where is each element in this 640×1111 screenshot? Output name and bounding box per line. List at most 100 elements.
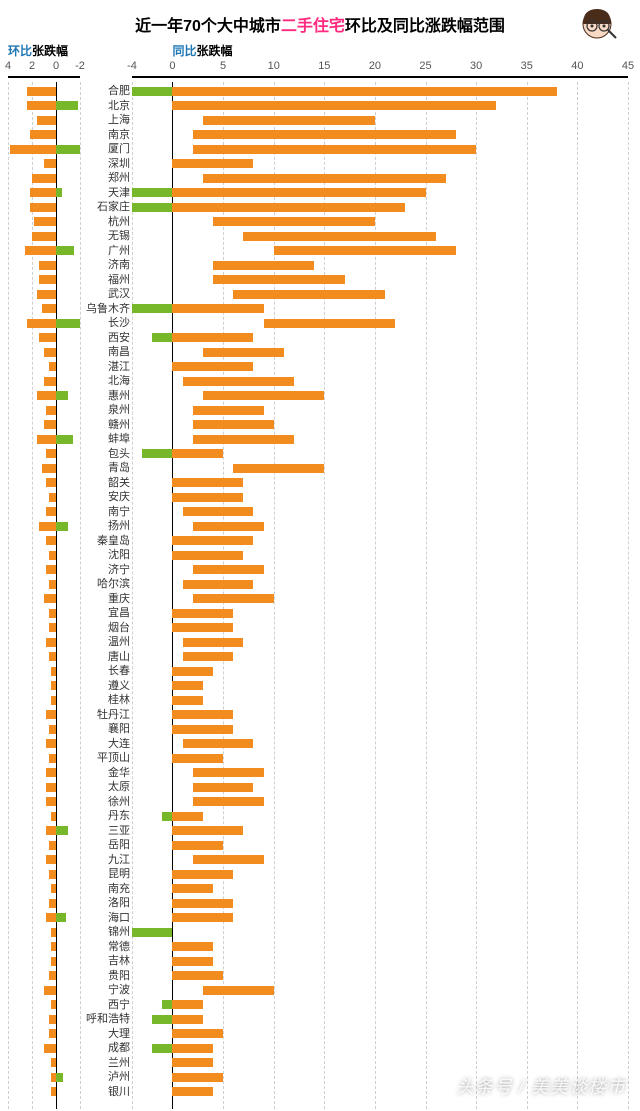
yoy-bar-pos — [193, 797, 264, 806]
city-label: 襄阳 — [80, 722, 130, 736]
yoy-bar-pos — [172, 971, 223, 980]
mom-bar-pos — [49, 652, 56, 661]
tick-label: 4 — [5, 60, 11, 72]
chart-title: 近一年70个大中城市二手住宅环比及同比涨跌幅范围 — [0, 12, 640, 36]
mom-bar-neg — [56, 246, 74, 255]
yoy-bar-neg — [162, 1000, 172, 1009]
yoy-bar-neg — [152, 333, 172, 342]
axis-labels-row: 环比张跌幅 同比张跌幅 — [0, 42, 640, 60]
city-label: 安庆 — [80, 490, 130, 504]
yoy-bar-pos — [183, 507, 254, 516]
yoy-bar-pos — [183, 377, 294, 386]
city-label: 武汉 — [80, 287, 130, 301]
mom-bar-pos — [51, 667, 56, 676]
city-label: 丹东 — [80, 809, 130, 823]
city-label: 包头 — [80, 447, 130, 461]
yoy-bar-pos — [193, 435, 294, 444]
city-label: 泉州 — [80, 403, 130, 417]
data-row: 蚌埠 — [0, 432, 640, 446]
data-row: 金华 — [0, 766, 640, 780]
tick-label: 0 — [169, 60, 175, 72]
tick-label: 20 — [369, 60, 381, 72]
city-label: 金华 — [80, 766, 130, 780]
yoy-bar-pos — [193, 406, 264, 415]
data-row: 乌鲁木齐 — [0, 302, 640, 316]
yoy-bar-pos — [172, 1015, 202, 1024]
yoy-bar-pos — [172, 754, 223, 763]
yoy-bar-pos — [172, 333, 253, 342]
mom-bar-pos — [49, 899, 56, 908]
mom-bar-pos — [32, 174, 56, 183]
mom-bar-pos — [39, 333, 56, 342]
yoy-bar-pos — [172, 362, 253, 371]
mom-bar-pos — [27, 101, 56, 110]
mom-bar-pos — [30, 203, 56, 212]
city-label: 长沙 — [80, 316, 130, 330]
data-row: 大理 — [0, 1027, 640, 1041]
yoy-bar-pos — [172, 841, 223, 850]
mom-bar-pos — [46, 449, 56, 458]
data-row: 呼和浩特 — [0, 1012, 640, 1026]
yoy-bar-pos — [172, 913, 233, 922]
city-label: 扬州 — [80, 519, 130, 533]
yoy-bar-pos — [203, 986, 274, 995]
yoy-bar-pos — [203, 391, 324, 400]
data-row: 无锡 — [0, 229, 640, 243]
city-label: 牡丹江 — [80, 708, 130, 722]
data-row: 遵义 — [0, 679, 640, 693]
mom-bar-pos — [46, 507, 56, 516]
yoy-bar-pos — [183, 739, 254, 748]
tick-label: 5 — [220, 60, 226, 72]
yoy-bar-pos — [172, 188, 425, 197]
yoy-bar-pos — [172, 884, 212, 893]
data-row: 南充 — [0, 882, 640, 896]
city-label: 三亚 — [80, 824, 130, 838]
tick-label: -4 — [127, 60, 137, 72]
mom-bar-neg — [56, 522, 68, 531]
yoy-bar-pos — [213, 217, 375, 226]
mom-bar-pos — [51, 957, 56, 966]
yoy-bar-pos — [172, 449, 223, 458]
yoy-bar-pos — [172, 1073, 223, 1082]
city-label: 南充 — [80, 882, 130, 896]
mom-bar-pos — [44, 348, 56, 357]
mom-bar-pos — [51, 928, 56, 937]
yoy-bar-pos — [172, 1058, 212, 1067]
city-label: 惠州 — [80, 389, 130, 403]
city-label: 九江 — [80, 853, 130, 867]
yoy-bar-pos — [172, 696, 202, 705]
mom-bar-pos — [42, 304, 56, 313]
mom-bar-pos — [49, 754, 56, 763]
city-label: 岳阳 — [80, 838, 130, 852]
city-label: 大理 — [80, 1027, 130, 1041]
data-row: 吉林 — [0, 954, 640, 968]
data-row: 南昌 — [0, 345, 640, 359]
data-row: 南宁 — [0, 505, 640, 519]
city-label: 锦州 — [80, 925, 130, 939]
data-row: 哈尔滨 — [0, 577, 640, 591]
yoy-bar-pos — [172, 826, 243, 835]
data-row: 济南 — [0, 258, 640, 272]
mom-bar-pos — [46, 768, 56, 777]
data-row: 秦皇岛 — [0, 534, 640, 548]
mom-bar-neg — [56, 188, 62, 197]
data-row: 包头 — [0, 447, 640, 461]
yoy-bar-pos — [172, 1000, 202, 1009]
city-label: 赣州 — [80, 418, 130, 432]
mom-bar-pos — [51, 942, 56, 951]
city-label: 昆明 — [80, 867, 130, 881]
data-row: 平顶山 — [0, 751, 640, 765]
city-label: 重庆 — [80, 592, 130, 606]
title-part-3: 环比及同比涨跌幅范围 — [345, 18, 505, 35]
mom-bar-pos — [46, 826, 56, 835]
city-label: 深圳 — [80, 157, 130, 171]
data-row: 宜昌 — [0, 606, 640, 620]
mom-bar-pos — [46, 565, 56, 574]
data-row: 济宁 — [0, 563, 640, 577]
data-row: 北海 — [0, 374, 640, 388]
yoy-bar-pos — [172, 942, 212, 951]
yoy-bar-pos — [193, 130, 456, 139]
mom-bar-pos — [46, 855, 56, 864]
data-row: 三亚 — [0, 824, 640, 838]
data-row: 青岛 — [0, 461, 640, 475]
